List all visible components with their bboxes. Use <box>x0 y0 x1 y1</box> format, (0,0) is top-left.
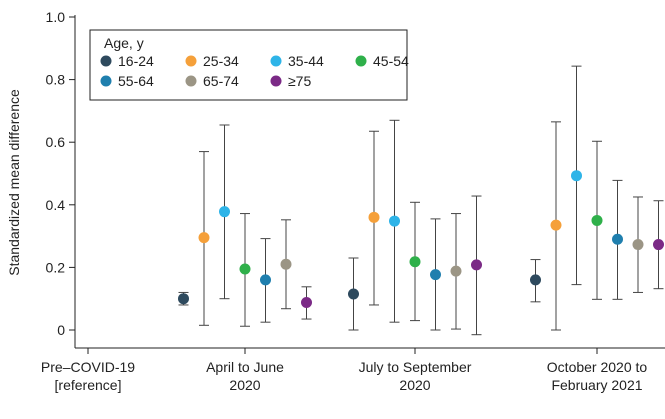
data-point <box>591 214 603 226</box>
y-tick-label: 0.8 <box>46 72 66 88</box>
x-category-label: July to September <box>359 359 472 375</box>
legend-items: 16-24 25-34 35-44 45-54 55-64 65-74 ≥75 <box>100 53 409 89</box>
data-point <box>430 269 441 281</box>
data-point <box>239 263 251 275</box>
data-point-group <box>612 179 623 300</box>
y-tick-label: 0.4 <box>46 197 66 213</box>
y-tick-label: 0 <box>57 322 65 338</box>
data-point-group <box>409 201 421 322</box>
legend-label: 16-24 <box>118 53 154 69</box>
y-axis-title: Standardized mean difference <box>6 89 22 276</box>
legend-label: 25-34 <box>203 53 239 69</box>
data-point-group <box>280 219 292 310</box>
data-point-group <box>571 65 582 286</box>
legend-marker <box>185 55 197 67</box>
data-point <box>260 274 271 286</box>
data-point-group <box>471 195 482 336</box>
data-point <box>471 259 482 271</box>
data-point-group <box>530 259 541 303</box>
data-point-group <box>260 238 271 323</box>
legend-box <box>89 29 408 101</box>
data-point <box>612 233 623 245</box>
x-category-label: October 2020 to <box>547 359 648 375</box>
data-point-group <box>348 257 359 331</box>
data-point <box>653 239 664 251</box>
legend-label: 55-64 <box>118 73 154 89</box>
y-axis: 0 0.2 0.4 0.6 0.8 1.0 <box>46 9 76 348</box>
data-point <box>389 215 400 227</box>
data-point-group <box>632 196 644 293</box>
data-point-group <box>653 200 664 290</box>
x-axis: Pre–COVID-19 [reference] April to June 2020… <box>41 347 665 393</box>
data-point-group <box>550 121 562 331</box>
plot-area <box>178 65 664 336</box>
data-point-group <box>178 291 189 306</box>
data-point-group <box>198 151 210 326</box>
data-point <box>450 265 462 277</box>
y-tick-label: 0.6 <box>46 134 66 150</box>
data-point-group <box>430 218 441 331</box>
data-point-group <box>591 140 603 300</box>
legend-marker <box>355 55 367 67</box>
legend-marker <box>100 55 112 67</box>
data-point <box>301 296 312 308</box>
data-point <box>571 170 582 182</box>
x-category-label: April to June <box>206 359 284 375</box>
data-point <box>178 293 189 305</box>
y-tick-label: 0.2 <box>46 259 66 275</box>
x-category-label-line2: 2020 <box>399 377 430 393</box>
legend-marker <box>185 75 197 87</box>
legend-label: ≥75 <box>288 73 311 89</box>
data-point-group <box>301 286 312 320</box>
data-point-group <box>239 213 251 327</box>
data-point <box>348 288 359 300</box>
x-category-label-line2: [reference] <box>55 377 122 393</box>
data-point <box>632 239 644 251</box>
legend-label: 45-54 <box>373 53 409 69</box>
data-point <box>198 232 210 244</box>
data-point-group <box>389 119 400 323</box>
data-point <box>530 274 541 286</box>
legend-title: Age, y <box>104 35 144 51</box>
data-point <box>280 258 292 270</box>
data-point <box>409 256 421 268</box>
data-point-group <box>450 213 462 330</box>
data-point-group <box>219 124 230 300</box>
legend-marker <box>270 55 282 67</box>
data-point <box>368 211 380 223</box>
legend-marker <box>270 75 282 87</box>
legend-label: 35-44 <box>288 53 324 69</box>
x-category-label-line2: 2020 <box>229 377 260 393</box>
data-point <box>219 206 230 218</box>
legend-marker <box>100 75 112 87</box>
data-point-group <box>368 130 380 306</box>
data-point <box>550 219 562 231</box>
x-category-label: Pre–COVID-19 <box>41 359 135 375</box>
y-tick-label: 1.0 <box>46 9 66 25</box>
legend: Age, y 16-24 25-34 35-44 45-54 55-64 65-74 ≥75 <box>89 29 409 101</box>
legend-label: 65-74 <box>203 73 239 89</box>
x-category-label-line2: February 2021 <box>551 377 642 393</box>
